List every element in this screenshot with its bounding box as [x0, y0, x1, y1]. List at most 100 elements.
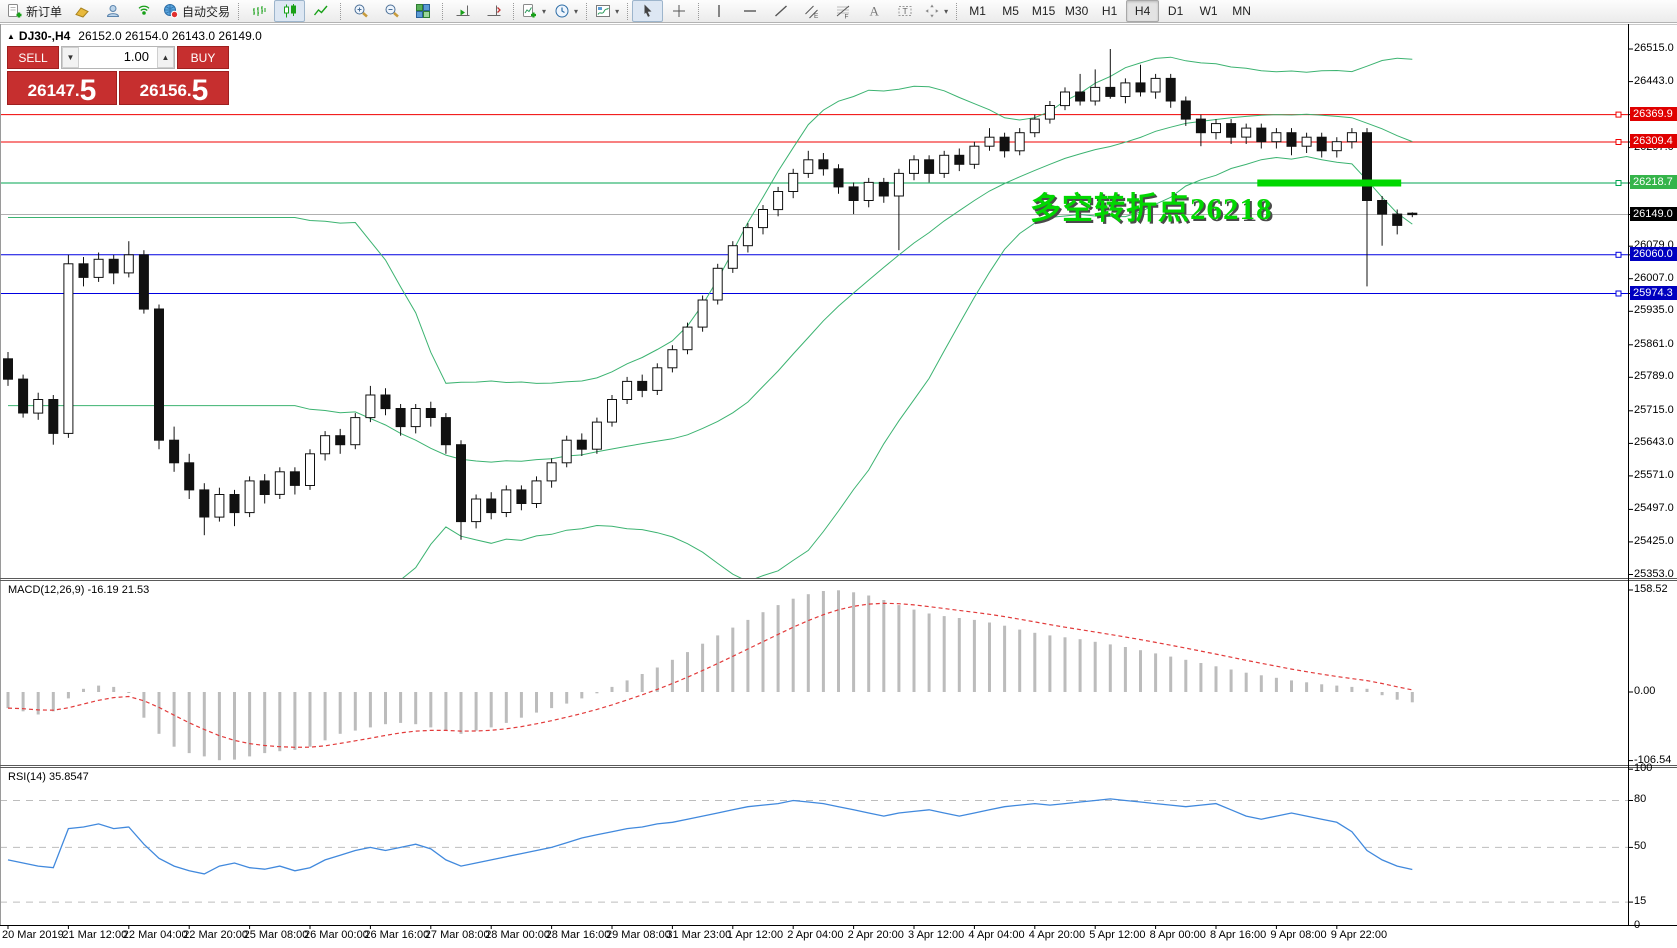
price-tick: 26007.0: [1634, 271, 1674, 284]
timeframe-m1-button[interactable]: M1: [961, 0, 994, 22]
bar-chart-button[interactable]: [243, 0, 274, 22]
chart-title: ▲ DJ30-,H4 26152.0 26154.0 26143.0 26149.0: [7, 29, 262, 43]
fibonacci-icon: F: [836, 5, 849, 19]
indicators-icon: [523, 4, 537, 18]
level-price-badge: 25974.3: [1630, 285, 1677, 300]
candlestick-chart-icon: [283, 4, 296, 18]
timeframe-label: M5: [1002, 4, 1019, 18]
new-order-icon: [8, 4, 22, 18]
signals-icon: [138, 5, 149, 15]
tile-windows-icon: [415, 4, 430, 18]
bar-chart-icon: [252, 6, 266, 16]
toolbar-separator: [442, 2, 444, 20]
time-axis-label: 4 Apr 20:00: [1028, 929, 1086, 941]
auto-scroll-button[interactable]: [447, 0, 478, 22]
price-tick: 25571.0: [1634, 468, 1674, 481]
price-tick: 25789.0: [1634, 370, 1674, 383]
time-axis-label: 21 Mar 12:00: [62, 929, 128, 941]
cursor-button[interactable]: [632, 0, 664, 22]
horizontal-line-button[interactable]: [734, 0, 765, 22]
rsi-axis-tick: 50: [1634, 840, 1647, 853]
line-chart-button[interactable]: [305, 0, 336, 22]
channel-button[interactable]: E: [796, 0, 827, 22]
collapse-icon[interactable]: ▲: [7, 32, 15, 41]
timeframe-h4-button[interactable]: H4: [1126, 0, 1160, 22]
signals-button[interactable]: [128, 0, 159, 22]
timeframe-h1-button[interactable]: H1: [1093, 0, 1126, 22]
time-axis-label: 9 Apr 22:00: [1330, 929, 1388, 941]
chevron-down-icon[interactable]: ▾: [542, 6, 547, 16]
price-tick: 25715.0: [1634, 403, 1674, 416]
timeframe-m15-button[interactable]: M15: [1027, 0, 1060, 22]
channel-icon: E: [804, 5, 819, 19]
zoom-out-button[interactable]: [376, 0, 407, 22]
rsi-axis-tick: 80: [1634, 793, 1647, 806]
volume-decrease-button[interactable]: ▼: [62, 47, 79, 68]
rsi-axis-tick: 0: [1634, 918, 1641, 931]
svg-text:A: A: [869, 4, 879, 19]
toolbar-button-label: 自动交易: [182, 4, 231, 19]
candlestick-chart-button[interactable]: [274, 0, 306, 22]
timeframe-d1-button[interactable]: D1: [1159, 0, 1192, 22]
trendline-button[interactable]: [765, 0, 796, 22]
chart-annotation-text: 多空转折点26218: [1030, 191, 1273, 226]
chevron-down-icon[interactable]: ▾: [615, 6, 620, 16]
chevron-down-icon[interactable]: ▾: [574, 6, 579, 16]
auto-trading-icon: [164, 4, 179, 19]
zoom-in-button[interactable]: [345, 0, 376, 22]
templates-button[interactable]: ▾: [591, 0, 623, 22]
buy-price-box[interactable]: 26156. 5: [119, 71, 229, 105]
timeframe-label: M15: [1031, 4, 1056, 18]
ohlc-values: 26152.0 26154.0 26143.0 26149.0: [78, 29, 262, 43]
sell-button[interactable]: SELL: [7, 46, 59, 69]
rsi-axis-tick: 100: [1634, 762, 1653, 775]
toolbar-separator: [340, 2, 342, 20]
current-price-badge: 26149.0: [1630, 206, 1677, 221]
indicators-button[interactable]: ▾: [518, 0, 550, 22]
rsi-axis-tick: 15: [1634, 895, 1647, 908]
price-tick: 26515.0: [1634, 42, 1674, 54]
new-order-button[interactable]: 新订单: [3, 0, 66, 22]
chart-shift-button[interactable]: [478, 0, 509, 22]
toolbar-separator: [513, 2, 515, 20]
time-axis-label: 25 Mar 08:00: [243, 929, 309, 941]
line-chart-icon: [313, 5, 328, 16]
buy-button[interactable]: BUY: [177, 46, 229, 69]
timeframe-w1-button[interactable]: W1: [1192, 0, 1225, 22]
toolbar-separator: [627, 2, 629, 20]
chevron-down-icon[interactable]: ▾: [944, 6, 949, 16]
volume-stepper: ▼ 1.00 ▲: [61, 46, 175, 69]
text-button[interactable]: A: [858, 0, 889, 22]
label-button[interactable]: T: [889, 0, 920, 22]
trendline-icon: [774, 5, 787, 17]
time-axis-label: 29 Mar 08:00: [606, 929, 671, 941]
timeframe-m30-button[interactable]: M30: [1060, 0, 1093, 22]
time-axis-label: 2 Apr 20:00: [847, 929, 904, 941]
fibonacci-button[interactable]: F: [827, 0, 858, 22]
horizontal-line-icon: [743, 10, 756, 12]
price-tick: 25425.0: [1634, 534, 1674, 547]
volume-increase-button[interactable]: ▲: [157, 47, 174, 68]
crosshair-icon: [672, 5, 685, 17]
timeframe-m5-button[interactable]: M5: [994, 0, 1027, 22]
profile-button[interactable]: [97, 0, 128, 22]
periods-button[interactable]: ▾: [550, 0, 582, 22]
sell-price-int: 26147.: [27, 81, 80, 100]
vertical-line-button[interactable]: [703, 0, 734, 22]
shapes-button[interactable]: ▾: [920, 0, 952, 22]
level-price-badge: 26369.9: [1630, 106, 1677, 121]
auto-trading-button[interactable]: 自动交易: [159, 0, 234, 22]
timeframe-label: M1: [969, 4, 986, 18]
sell-price-box[interactable]: 26147. 5: [7, 71, 117, 105]
tile-windows-button[interactable]: [407, 0, 438, 22]
time-axis-label: 26 Mar 00:00: [304, 929, 369, 941]
timeframe-label: W1: [1199, 4, 1218, 18]
time-axis-label: 4 Apr 04:00: [968, 929, 1025, 941]
crosshair-button[interactable]: [663, 0, 694, 22]
toolbar-separator: [238, 2, 240, 20]
timeframe-label: M30: [1064, 4, 1089, 18]
history-center-button[interactable]: [66, 0, 97, 22]
volume-field[interactable]: 1.00: [123, 49, 149, 64]
timeframe-mn-button[interactable]: MN: [1225, 0, 1258, 22]
